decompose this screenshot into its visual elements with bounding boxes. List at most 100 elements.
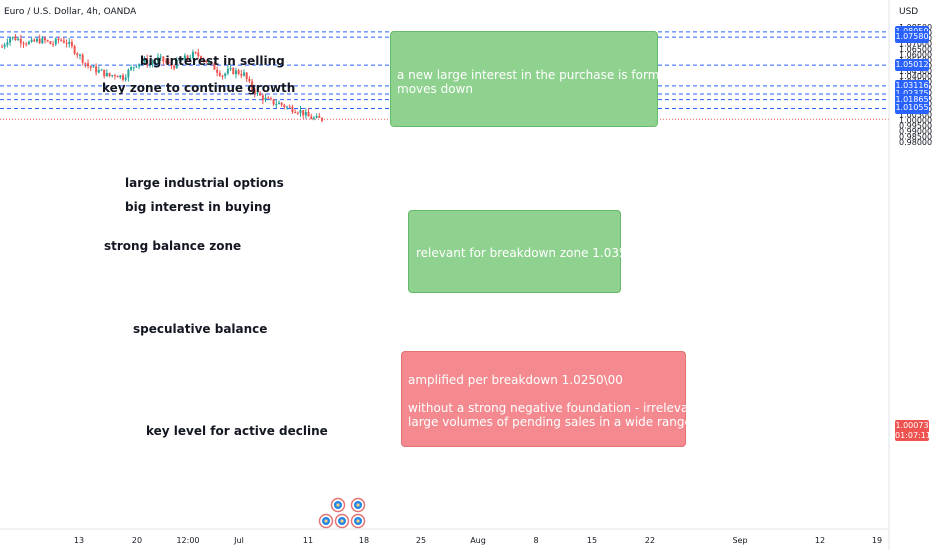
candle-body <box>199 56 202 60</box>
candle-body <box>46 40 49 42</box>
candle-body <box>73 46 76 54</box>
time-tick-label: 18 <box>359 536 369 545</box>
time-tick-label: 13 <box>74 536 84 545</box>
time-tick-label: 15 <box>587 536 597 545</box>
event-flag-icon[interactable] <box>334 513 350 529</box>
price-tick-label: 0.99000 <box>899 127 932 136</box>
level-price-tag: 1.05012 <box>895 59 929 72</box>
time-tick-label: Sep <box>732 536 747 545</box>
candle-body <box>245 72 248 79</box>
candle-body <box>294 111 297 113</box>
candle-body <box>57 38 60 40</box>
candle-body <box>162 56 165 62</box>
event-flag-icon[interactable] <box>318 513 334 529</box>
candle-body <box>232 67 235 75</box>
note-box-red[interactable]: amplified per breakdown 1.0250\00 withou… <box>401 351 701 447</box>
time-tick-label: Jul <box>233 536 244 545</box>
candle-body <box>78 54 81 56</box>
note-box-green-1[interactable]: a new large interest in the purchase is … <box>390 31 675 127</box>
candle-body <box>132 67 135 69</box>
candle-body <box>41 37 44 44</box>
annotation-industrial-options[interactable]: large industrial options <box>125 176 284 190</box>
candle-body <box>76 53 79 56</box>
candle-body <box>191 52 194 58</box>
candle-body <box>44 37 47 41</box>
candle-body <box>22 43 25 45</box>
candle-body <box>17 38 20 41</box>
candle-body <box>87 63 90 67</box>
candle-body <box>173 65 176 69</box>
time-tick-label: Aug <box>470 536 486 545</box>
candle-body <box>264 97 267 101</box>
candle-body <box>248 78 251 82</box>
candle-body <box>49 41 52 45</box>
candle-body <box>140 62 143 64</box>
time-tick-label: 25 <box>416 536 426 545</box>
candle-body <box>97 69 100 73</box>
event-flag-icon[interactable] <box>330 497 346 513</box>
annotation-speculative-balance[interactable]: speculative balance <box>133 322 267 336</box>
price-tick-label: 1.00000 <box>899 116 932 125</box>
level-price-tag: 1.01055 <box>895 102 929 115</box>
note-text <box>408 387 685 401</box>
note-text: relevant for breakdown zone 1.0350 <box>416 246 635 260</box>
annotation-big-interest-buying[interactable]: big interest in buying <box>125 200 271 214</box>
candle-body <box>6 42 9 45</box>
candle-body <box>321 117 323 121</box>
note-box-green-2[interactable]: relevant for breakdown zone 1.0350 <box>408 210 635 293</box>
event-flag-icon[interactable] <box>350 513 366 529</box>
candle-body <box>277 102 280 105</box>
time-tick-label: 11 <box>303 536 313 545</box>
candle-body <box>122 75 125 80</box>
candle-body <box>183 55 186 60</box>
time-axis: 13 20 12:00 Jul 11 18 25 Aug 8 15 22 Sep 12 19 <box>74 536 882 545</box>
candle-body <box>130 67 133 70</box>
candle-body <box>310 116 313 120</box>
candle-body <box>302 110 305 116</box>
event-markers[interactable] <box>318 497 366 529</box>
candle-body <box>224 73 227 77</box>
candle-body <box>108 72 111 76</box>
candle-body <box>304 111 307 116</box>
candle-body <box>159 56 162 58</box>
annotation-key-zone-growth[interactable]: key zone to continue growth <box>102 81 295 95</box>
candle-body <box>156 57 159 62</box>
candle-body <box>272 99 275 105</box>
candle-body <box>54 38 57 45</box>
note-text: a new large interest in the purchase is … <box>397 68 675 82</box>
last-price-countdown: 01:07:11 <box>895 431 931 440</box>
candle-body <box>307 111 310 117</box>
time-tick-label: 8 <box>533 536 538 545</box>
candle-body <box>175 59 178 69</box>
currency-label: USD <box>899 7 918 17</box>
candle-body <box>312 117 315 120</box>
last-price-tag[interactable]: 1.00073 01:07:11 <box>895 420 931 441</box>
candle-body <box>181 59 184 61</box>
candle-body <box>210 62 213 64</box>
candle-body <box>229 67 232 70</box>
candle-body <box>318 116 321 118</box>
candle-body <box>27 41 30 45</box>
candle-body <box>315 116 318 118</box>
candle-body <box>234 70 237 75</box>
candle-body <box>70 41 73 47</box>
candle-body <box>237 70 240 74</box>
annotation-big-interest-selling[interactable]: big interest in selling <box>140 54 285 68</box>
note-text: amplified per breakdown 1.0250\00 <box>408 373 623 387</box>
candle-body <box>25 43 28 45</box>
candle-body <box>256 92 259 94</box>
candle-body <box>170 62 173 66</box>
candle-body <box>283 104 286 108</box>
annotation-key-level-decline[interactable]: key level for active decline <box>146 424 328 438</box>
candle-body <box>146 58 149 65</box>
candle-body <box>1 46 3 48</box>
annotation-strong-balance[interactable]: strong balance zone <box>104 239 241 253</box>
candle-body <box>208 62 211 64</box>
candle-body <box>288 106 291 108</box>
event-flag-icon[interactable] <box>350 497 366 513</box>
candle-body <box>68 41 71 44</box>
candle-body <box>30 39 33 42</box>
last-price-value: 1.00073 <box>895 421 929 430</box>
candle-body <box>33 39 36 42</box>
candle-body <box>143 58 146 63</box>
